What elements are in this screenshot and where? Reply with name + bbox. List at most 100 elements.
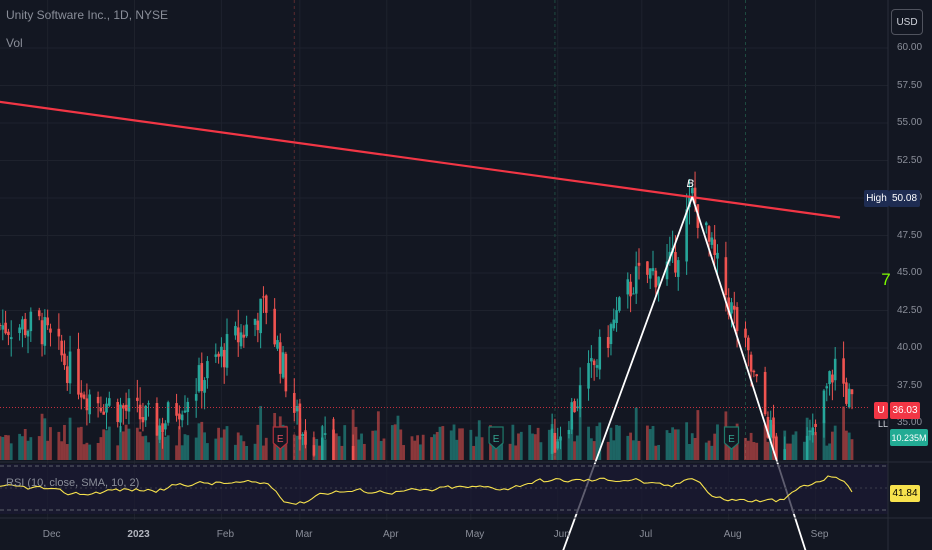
volume-bar xyxy=(570,419,574,460)
candle-body xyxy=(321,437,324,460)
volume-bar xyxy=(396,415,400,460)
volume-bar xyxy=(418,444,422,460)
volume-bar xyxy=(749,432,753,460)
candle-body xyxy=(0,324,2,326)
candle-body xyxy=(222,349,226,368)
volume-bar xyxy=(438,426,442,460)
volume-bar xyxy=(850,439,854,460)
earnings-marker[interactable]: E xyxy=(723,426,740,450)
volume-bar xyxy=(833,425,837,460)
volume-bar xyxy=(634,407,638,460)
time-tick: Apr xyxy=(382,529,399,540)
candle-body xyxy=(60,340,63,356)
candle-body xyxy=(808,430,812,432)
time-tick: Mar xyxy=(295,529,313,540)
candle-body xyxy=(550,428,554,454)
volume-bar xyxy=(497,436,501,460)
volume-bar xyxy=(744,437,747,460)
candle-body xyxy=(206,361,209,379)
volume-bar xyxy=(21,436,24,460)
volume-bar xyxy=(668,432,672,460)
candle-body xyxy=(769,419,773,438)
volume-bar xyxy=(531,433,534,460)
volume-bar xyxy=(357,439,361,460)
volume-bar xyxy=(421,434,425,460)
candle-body xyxy=(732,305,736,310)
volume-bar xyxy=(755,442,759,460)
volume-bar xyxy=(88,444,92,460)
candle-body xyxy=(648,268,652,279)
candle-body xyxy=(256,320,260,331)
volume-bar xyxy=(116,445,120,460)
volume-bar xyxy=(256,424,260,460)
candle-body xyxy=(138,404,142,420)
volume-bar xyxy=(217,427,221,460)
candle-body xyxy=(161,423,164,433)
candle-body xyxy=(175,403,178,416)
candle-body xyxy=(122,405,125,409)
volume-bar xyxy=(514,445,518,460)
candle-body xyxy=(609,324,613,345)
time-tick: Sep xyxy=(810,529,829,540)
earnings-marker[interactable]: E xyxy=(272,426,288,450)
earnings-marker[interactable]: E xyxy=(488,426,504,450)
candle-body xyxy=(82,394,86,399)
volume-bar xyxy=(57,431,61,460)
candle-body xyxy=(242,334,246,338)
volume-bar xyxy=(567,434,571,460)
volume-bar xyxy=(441,426,445,460)
volume-bar xyxy=(141,436,145,460)
volume-bar xyxy=(825,445,829,460)
volume-bar xyxy=(102,429,106,460)
volume-bar xyxy=(40,413,44,460)
volume-bar xyxy=(371,430,375,460)
volume-bar xyxy=(598,422,602,460)
volume-bar xyxy=(343,425,347,460)
volume-bar xyxy=(536,427,540,460)
candle-body xyxy=(239,332,243,347)
volume-bar xyxy=(732,443,736,460)
candle-body xyxy=(29,311,33,332)
volume-bar xyxy=(127,428,131,460)
side-digit: 7 xyxy=(881,270,891,289)
candle-body xyxy=(180,414,184,421)
volume-bar xyxy=(138,431,142,460)
volume-bar xyxy=(676,429,680,460)
volume-bar xyxy=(68,417,72,460)
time-tick: Dec xyxy=(42,529,61,540)
candle-body xyxy=(665,261,669,280)
volume-bar xyxy=(626,435,630,460)
volume-bar xyxy=(763,424,767,460)
candle-body xyxy=(323,433,327,435)
candle-body xyxy=(1,325,5,330)
currency-button[interactable]: USD xyxy=(891,9,923,35)
volume-bar xyxy=(337,436,341,460)
volume-bar xyxy=(205,443,209,460)
volume-bar xyxy=(766,441,770,460)
candle-body xyxy=(234,326,237,336)
volume-bar xyxy=(77,427,80,460)
candle-body xyxy=(281,352,285,378)
volume-bar xyxy=(713,433,717,460)
volume-bar xyxy=(435,431,439,460)
volume-bar xyxy=(617,425,621,460)
volume-bar xyxy=(631,440,635,460)
candle-body xyxy=(634,266,638,294)
volume-bar xyxy=(60,441,64,460)
candle-body xyxy=(264,295,268,313)
candle-body xyxy=(674,252,677,273)
candle-body xyxy=(262,296,265,298)
candle-body xyxy=(298,403,302,440)
candle-body xyxy=(197,365,201,392)
time-tick: Aug xyxy=(723,529,742,540)
volume-bar xyxy=(7,435,10,460)
trendline xyxy=(0,100,841,219)
last-symbol-badge: U xyxy=(874,402,888,419)
rsi-value-badge: 41.84 xyxy=(890,485,920,502)
volume-bar xyxy=(253,443,257,460)
volume-bar xyxy=(264,437,268,460)
volume-bar xyxy=(589,438,593,460)
volume-bar xyxy=(788,443,792,460)
candle-body xyxy=(77,348,80,395)
